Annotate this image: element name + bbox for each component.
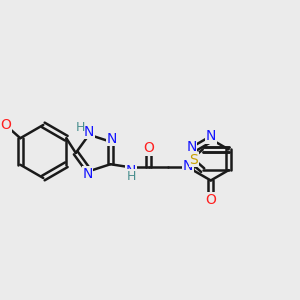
- Text: N: N: [126, 164, 136, 178]
- Text: N: N: [84, 125, 94, 139]
- Text: N: N: [206, 129, 216, 143]
- Text: N: N: [107, 132, 117, 146]
- Text: H: H: [126, 169, 136, 182]
- Text: N: N: [183, 159, 193, 173]
- Text: O: O: [144, 141, 154, 155]
- Text: N: N: [186, 140, 197, 154]
- Text: N: N: [82, 167, 93, 181]
- Text: O: O: [205, 193, 216, 207]
- Text: S: S: [190, 153, 198, 167]
- Text: H: H: [76, 121, 85, 134]
- Text: O: O: [0, 118, 11, 132]
